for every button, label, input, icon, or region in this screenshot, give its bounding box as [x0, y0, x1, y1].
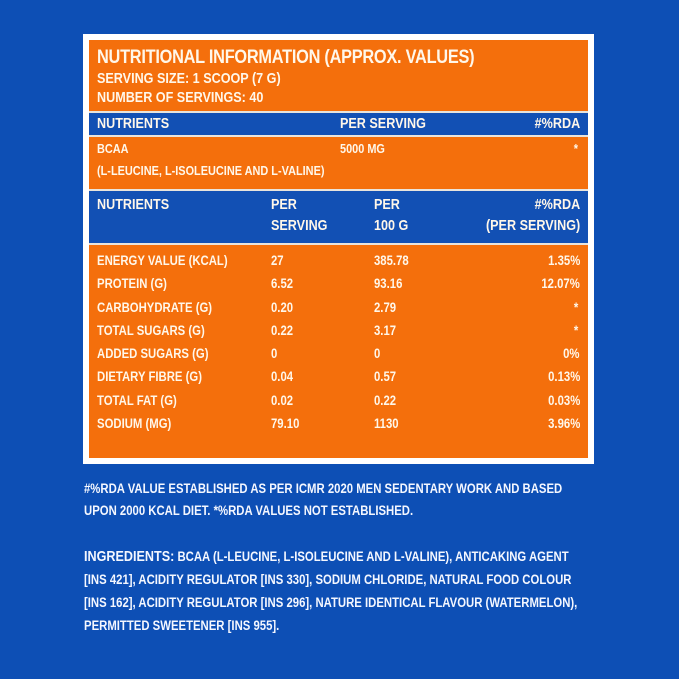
nutrient-name: ENERGY VALUE (KCAL) — [97, 253, 228, 268]
label-header: NUTRITIONAL INFORMATION (APPROX. VALUES)… — [89, 40, 588, 111]
serving-size: SERVING SIZE: 1 SCOOP (7 G) — [97, 70, 281, 87]
table-row: TOTAL SUGARS (G) 0.22 3.17 * — [89, 319, 588, 342]
rda-footnote: #%RDA VALUE ESTABLISHED AS PER ICMR 2020… — [84, 478, 596, 522]
bcaa-name-detail: (L-LEUCINE, L-ISOLEUCINE AND L-VALINE) — [97, 163, 325, 178]
table-row: SODIUM (MG) 79.10 1130 3.96% — [89, 412, 588, 435]
per-100g-value: 0.57 — [374, 369, 397, 385]
per-100g-value: 3.17 — [374, 322, 397, 338]
footnote-line: #%RDA VALUE ESTABLISHED AS PER ICMR 2020… — [84, 481, 563, 496]
rda-value: 3.96% — [547, 416, 580, 432]
per-100g-value: 385.78 — [374, 253, 409, 268]
rda-value: 1.35% — [547, 253, 580, 268]
table-row: CARBOHYDRATE (G) 0.20 2.79 * — [89, 296, 588, 319]
bcaa-per-serving: 5000 MG — [340, 141, 385, 156]
nutrient-name: DIETARY FIBRE (G) — [97, 369, 203, 385]
per-100g-value: 0.22 — [374, 392, 397, 408]
table-row: ENERGY VALUE (KCAL) 27 385.78 1.35% — [89, 249, 588, 272]
header-rda-line1: #%RDA — [534, 196, 580, 213]
bcaa-row: BCAA 5000 MG * (L-LEUCINE, L-ISOLEUCINE … — [89, 137, 588, 189]
per-serving-value: 79.10 — [271, 416, 300, 432]
ingredients-section: INGREDIENTS: BCAA (L-LEUCINE, L-ISOLEUCI… — [84, 545, 596, 637]
nutrient-table-header: NUTRIENTS PER SERVING PER 100 G #%RDA (P… — [89, 189, 588, 245]
nutrient-name: ADDED SUGARS (G) — [97, 346, 209, 362]
label-title: NUTRITIONAL INFORMATION (APPROX. VALUES) — [97, 47, 475, 68]
rda-value: 0% — [563, 346, 580, 362]
bcaa-rda: * — [573, 141, 578, 156]
ingredients-line: INGREDIENTS: BCAA (L-LEUCINE, L-ISOLEUCI… — [84, 545, 569, 568]
footnote-line: UPON 2000 KCAL DIET. *%RDA VALUES NOT ES… — [84, 503, 414, 518]
ingredients-text: BCAA (L-LEUCINE, L-ISOLEUCINE AND L-VALI… — [174, 549, 569, 564]
header-rda: #%RDA — [534, 115, 580, 132]
servings-count: NUMBER OF SERVINGS: 40 — [97, 89, 264, 106]
nutrient-name: CARBOHYDRATE (G) — [97, 299, 213, 315]
per-serving-value: 0.20 — [271, 299, 294, 315]
per-serving-value: 0 — [271, 346, 278, 362]
header-per-100g-line2: 100 G — [374, 217, 409, 234]
nutrient-rows: ENERGY VALUE (KCAL) 27 385.78 1.35% PROT… — [89, 245, 588, 435]
header-per-serving: PER SERVING — [340, 115, 426, 132]
header-per-serving-line2: SERVING — [271, 217, 328, 234]
rda-value: 12.07% — [541, 276, 580, 292]
rda-value: * — [573, 322, 578, 338]
ingredients-line: [INS 162], ACIDITY REGULATOR [INS 296], … — [84, 595, 578, 610]
bcaa-table-header: NUTRIENTS PER SERVING #%RDA — [89, 111, 588, 137]
per-serving-value: 0.04 — [271, 369, 294, 385]
nutrition-panel: NUTRITIONAL INFORMATION (APPROX. VALUES)… — [89, 40, 588, 458]
ingredients-label: INGREDIENTS: — [84, 548, 175, 565]
header-nutrients: NUTRIENTS — [97, 115, 170, 132]
rda-value: * — [573, 299, 578, 315]
per-100g-value: 0 — [374, 346, 381, 362]
header-per-100g-line1: PER — [374, 196, 400, 213]
rda-value: 0.03% — [547, 392, 580, 408]
per-100g-value: 1130 — [374, 416, 399, 432]
nutrient-name: TOTAL FAT (G) — [97, 392, 177, 408]
per-serving-value: 0.02 — [271, 392, 294, 408]
nutrition-label-frame: NUTRITIONAL INFORMATION (APPROX. VALUES)… — [83, 34, 594, 464]
header-per-serving-line1: PER — [271, 196, 297, 213]
header-nutrients: NUTRIENTS — [97, 196, 170, 213]
nutrient-name: SODIUM (MG) — [97, 416, 172, 432]
nutrient-name: PROTEIN (G) — [97, 276, 167, 292]
table-row: ADDED SUGARS (G) 0 0 0% — [89, 342, 588, 365]
table-row: PROTEIN (G) 6.52 93.16 12.07% — [89, 272, 588, 295]
bcaa-name: BCAA — [97, 141, 129, 156]
table-row: TOTAL FAT (G) 0.02 0.22 0.03% — [89, 389, 588, 412]
per-serving-value: 6.52 — [271, 276, 294, 292]
ingredients-line: [INS 421], ACIDITY REGULATOR [INS 330], … — [84, 572, 572, 587]
per-100g-value: 93.16 — [374, 276, 403, 292]
ingredients-line: PERMITTED SWEETENER [INS 955]. — [84, 618, 280, 633]
per-100g-value: 2.79 — [374, 299, 397, 315]
nutrient-name: TOTAL SUGARS (G) — [97, 322, 205, 338]
per-serving-value: 0.22 — [271, 322, 294, 338]
header-rda-line2: (PER SERVING) — [485, 217, 580, 234]
rda-value: 0.13% — [547, 369, 580, 385]
table-row: DIETARY FIBRE (G) 0.04 0.57 0.13% — [89, 365, 588, 388]
per-serving-value: 27 — [271, 253, 284, 268]
